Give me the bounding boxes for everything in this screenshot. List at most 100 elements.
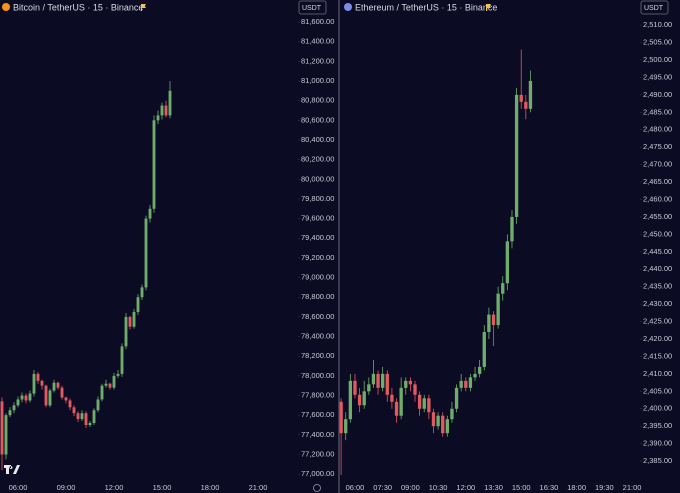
currency-label[interactable]: USDT <box>644 5 664 12</box>
candle-body <box>16 399 20 406</box>
candle-body <box>20 395 24 400</box>
candle-body <box>431 412 436 427</box>
candle-body <box>468 377 473 388</box>
candle-body <box>104 383 108 386</box>
candle-body <box>528 80 533 109</box>
candle-body <box>422 398 426 409</box>
candle-body <box>505 241 510 284</box>
y-tick-label: 80,400.00 <box>301 135 334 144</box>
candle-body <box>436 415 440 427</box>
x-tick-label: 07:30 <box>373 483 392 492</box>
y-tick-label: 80,000.00 <box>301 174 334 183</box>
candle-body <box>160 105 164 116</box>
candle-body <box>357 394 362 406</box>
y-tick-label: 77,400.00 <box>301 430 334 439</box>
y-tick-label: 2,440.00 <box>643 264 672 273</box>
y-tick-label: 2,495.00 <box>643 72 672 81</box>
candle-body <box>487 314 491 333</box>
candle-body <box>124 316 128 347</box>
x-tick-label: 18:00 <box>567 483 586 492</box>
candle-body <box>450 408 454 420</box>
candle-body <box>385 373 389 395</box>
y-tick-label: 79,200.00 <box>301 253 334 262</box>
y-tick-label: 79,800.00 <box>301 194 334 203</box>
currency-box[interactable] <box>640 0 669 15</box>
candle-body <box>52 382 56 391</box>
y-tick-label: 2,505.00 <box>643 38 672 47</box>
candle-body <box>28 393 32 401</box>
candle-body <box>84 413 88 425</box>
x-tick-label: 13:30 <box>484 483 503 492</box>
candle-body <box>394 401 399 416</box>
candle-body <box>4 415 8 455</box>
candle-body <box>0 401 4 455</box>
candle-body <box>96 399 100 411</box>
y-tick-label: 77,600.00 <box>301 410 334 419</box>
currency-label[interactable]: USDT <box>302 5 322 12</box>
candle-body <box>381 373 385 388</box>
y-tick-label: 2,450.00 <box>643 229 672 238</box>
y-tick-label: 2,430.00 <box>643 299 672 308</box>
candle-body <box>88 423 92 425</box>
charts: 77,000.00 77,200.00 77,400.00 77,600.00 77,8… <box>0 17 672 492</box>
flag-icon[interactable] <box>141 4 146 11</box>
candle-body <box>168 90 172 116</box>
candle-body <box>48 390 52 406</box>
candle-body <box>92 410 96 424</box>
candle-body <box>362 391 366 406</box>
candle-body <box>100 385 104 400</box>
y-tick-label: 79,600.00 <box>301 214 334 223</box>
candle-body <box>441 415 445 434</box>
y-tick-label: 2,455.00 <box>643 212 672 221</box>
chart-title: Bitcoin / TetherUS · 15 · Binance <box>13 2 143 12</box>
y-tick-label: 81,000.00 <box>301 76 334 85</box>
candle-body <box>376 373 380 388</box>
candle-body <box>464 380 468 388</box>
candle-body <box>353 380 357 395</box>
y-tick-label: 2,415.00 <box>643 351 672 360</box>
candle-body <box>413 384 417 395</box>
candle-body <box>417 394 422 409</box>
candle-body <box>144 218 148 288</box>
y-tick-label: 80,200.00 <box>301 155 334 164</box>
candle-body <box>108 383 112 388</box>
y-tick-label: 77,200.00 <box>301 449 334 458</box>
candle-body <box>12 405 16 411</box>
candle-body <box>136 297 140 312</box>
y-tick-label: 2,410.00 <box>643 369 672 378</box>
candle-body <box>8 410 12 416</box>
y-tick-label: 77,800.00 <box>301 390 334 399</box>
candle-body <box>524 101 528 109</box>
x-tick-label: 15:00 <box>512 483 531 492</box>
y-tick-label: 78,800.00 <box>301 292 334 301</box>
x-tick-label: 09:00 <box>401 483 420 492</box>
candle-body <box>132 311 136 327</box>
candle-body <box>36 373 40 381</box>
candle-body <box>404 380 408 388</box>
tradingview-logo[interactable] <box>4 465 20 474</box>
candle-body <box>60 387 64 398</box>
y-tick-label: 2,465.00 <box>643 177 672 186</box>
y-tick-label: 2,475.00 <box>643 142 672 151</box>
y-tick-label: 2,460.00 <box>643 194 672 203</box>
candle-body <box>64 397 68 401</box>
currency-box[interactable] <box>298 0 327 15</box>
y-tick-label: 2,425.00 <box>643 317 672 326</box>
settings-icon[interactable] <box>313 484 321 492</box>
y-tick-label: 78,600.00 <box>301 312 334 321</box>
x-tick-label: 12:00 <box>456 483 475 492</box>
candle-body <box>112 375 116 388</box>
x-tick-label: 21:00 <box>249 483 268 492</box>
candle-body <box>32 373 36 394</box>
x-tick-label: 21:00 <box>623 483 642 492</box>
y-tick-label: 79,400.00 <box>301 233 334 242</box>
y-tick-label: 79,000.00 <box>301 273 334 282</box>
y-tick-label: 2,445.00 <box>643 247 672 256</box>
candle-body <box>148 208 152 219</box>
flag-icon[interactable] <box>486 4 491 11</box>
y-tick-label: 2,485.00 <box>643 107 672 116</box>
candle-body <box>501 283 505 294</box>
candle-body <box>390 394 394 402</box>
x-tick-label: 12:00 <box>105 483 124 492</box>
